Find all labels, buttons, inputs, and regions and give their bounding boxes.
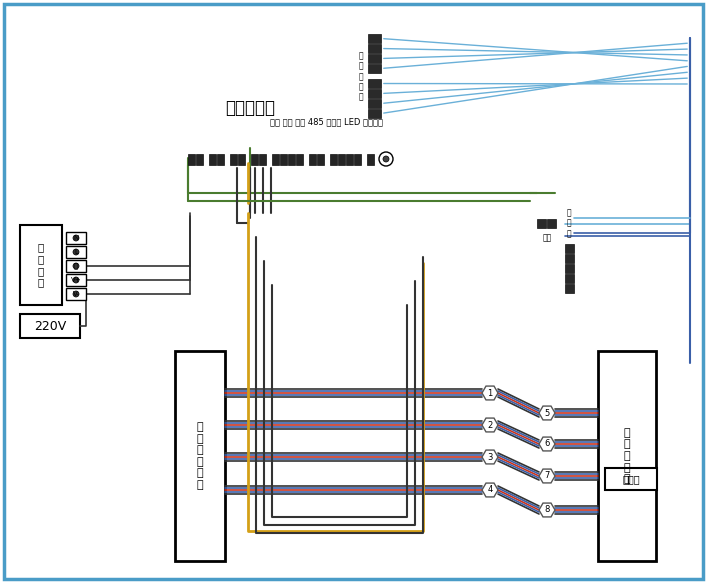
Polygon shape: [482, 483, 498, 497]
Bar: [66, 260, 86, 272]
Bar: [66, 232, 86, 244]
Bar: [565, 244, 574, 253]
Polygon shape: [482, 386, 498, 400]
Bar: [230, 154, 237, 165]
Circle shape: [73, 291, 79, 297]
Text: 扩
展
板
接
口: 扩 展 板 接 口: [358, 51, 363, 102]
Text: 分层主控器: 分层主控器: [225, 99, 275, 117]
Text: 5: 5: [544, 409, 549, 417]
Bar: [309, 154, 316, 165]
Text: 7: 7: [544, 472, 549, 480]
Bar: [565, 264, 574, 273]
Bar: [368, 99, 381, 108]
Text: V+: V+: [71, 277, 81, 283]
Bar: [367, 154, 374, 165]
Bar: [537, 219, 546, 228]
Bar: [66, 274, 86, 286]
Bar: [209, 154, 216, 165]
Circle shape: [383, 156, 389, 162]
Circle shape: [73, 277, 79, 283]
Circle shape: [73, 235, 79, 241]
Bar: [368, 89, 381, 98]
Bar: [20, 314, 80, 338]
Bar: [296, 154, 303, 165]
Bar: [565, 254, 574, 263]
Bar: [368, 64, 381, 73]
Text: V-: V-: [73, 291, 79, 297]
Text: 1: 1: [487, 388, 493, 398]
Polygon shape: [539, 503, 555, 517]
Polygon shape: [539, 437, 555, 451]
Bar: [272, 154, 279, 165]
Text: 电源 消防 语音 485 主输出 LED 读卡天线: 电源 消防 语音 485 主输出 LED 读卡天线: [270, 118, 383, 127]
Bar: [66, 246, 86, 258]
Polygon shape: [539, 469, 555, 483]
Bar: [368, 109, 381, 118]
Bar: [368, 44, 381, 53]
Bar: [368, 54, 381, 63]
Bar: [368, 79, 381, 88]
Bar: [598, 351, 656, 561]
Circle shape: [73, 263, 79, 269]
Bar: [346, 154, 353, 165]
Polygon shape: [482, 450, 498, 464]
Text: 4: 4: [487, 486, 493, 494]
Text: 读卡器: 读卡器: [622, 474, 640, 484]
Text: 8: 8: [544, 505, 549, 515]
Text: 220V: 220V: [34, 319, 66, 332]
Text: 梯
控
电
源: 梯 控 电 源: [38, 243, 44, 287]
Bar: [66, 288, 86, 300]
Bar: [175, 351, 225, 561]
Text: 地: 地: [74, 263, 78, 269]
Bar: [188, 154, 195, 165]
Bar: [317, 154, 324, 165]
Bar: [368, 34, 381, 43]
Polygon shape: [539, 406, 555, 420]
Bar: [280, 154, 287, 165]
Bar: [565, 274, 574, 283]
Circle shape: [73, 249, 79, 255]
Text: 3: 3: [487, 452, 493, 462]
Bar: [547, 219, 556, 228]
Polygon shape: [482, 418, 498, 432]
Bar: [330, 154, 337, 165]
Text: 电
梯
按
钮
端: 电 梯 按 钮 端: [624, 428, 631, 484]
Text: 电
梯
线
路
板
端: 电 梯 线 路 板 端: [197, 422, 204, 490]
Bar: [238, 154, 245, 165]
Bar: [259, 154, 266, 165]
Bar: [354, 154, 361, 165]
Bar: [565, 284, 574, 293]
Bar: [605, 468, 657, 490]
Bar: [338, 154, 345, 165]
Bar: [196, 154, 203, 165]
Text: L: L: [74, 249, 78, 255]
Bar: [217, 154, 224, 165]
Bar: [251, 154, 258, 165]
Circle shape: [379, 152, 393, 166]
Text: 2: 2: [487, 420, 493, 430]
Bar: [20, 225, 62, 305]
Bar: [288, 154, 295, 165]
Text: N: N: [74, 235, 78, 241]
Text: 6: 6: [544, 440, 549, 448]
Text: 输
入
端: 输 入 端: [567, 208, 571, 238]
Text: 电源: 电源: [542, 233, 551, 242]
